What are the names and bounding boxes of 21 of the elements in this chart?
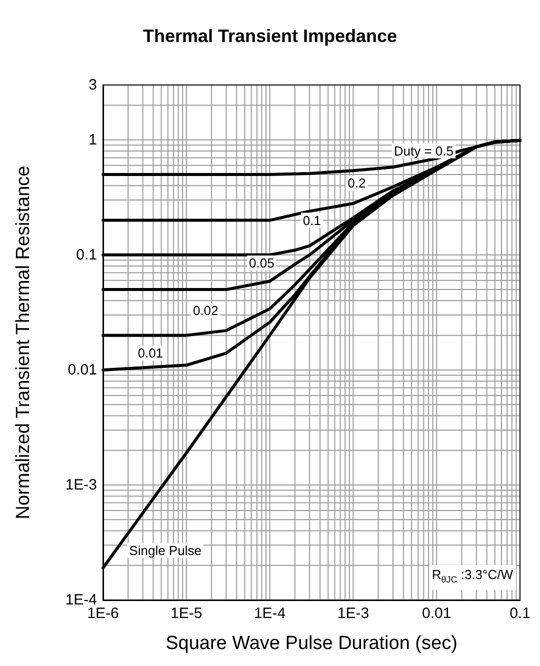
annotation: Duty = 0.5 — [394, 143, 454, 158]
annotation: 0.02 — [192, 302, 218, 318]
y-axis-title: Normalized Transient Thermal Resistance — [13, 166, 34, 520]
y-tick-label: 0.1 — [76, 246, 97, 264]
annotation: 0.2 — [348, 176, 366, 191]
annotation: 0.1 — [302, 212, 321, 228]
x-tick-label: 1E-5 — [170, 605, 202, 622]
y-tick-label: 0.01 — [68, 361, 97, 378]
x-tick-label: 1E-4 — [254, 605, 286, 622]
annotation: R$_{θJC}$ :3.3°C/W — [428, 565, 516, 590]
chart-title: Thermal Transient Impedance — [142, 26, 398, 46]
x-axis-title: Square Wave Pulse Duration (sec) — [166, 633, 458, 654]
x-tick-label: 1E-3 — [337, 605, 370, 622]
y-tick-label: 1E-3 — [65, 476, 97, 494]
x-tick-label: 0.01 — [422, 605, 452, 622]
y-tick-label: 1 — [88, 131, 97, 148]
annotation: 0.05 — [249, 256, 274, 271]
annotation: Single Pulse — [129, 542, 202, 558]
x-tick-label: 0.1 — [510, 605, 530, 622]
annotation: 0.01 — [138, 346, 164, 361]
y-tick-label: 3 — [88, 76, 97, 94]
